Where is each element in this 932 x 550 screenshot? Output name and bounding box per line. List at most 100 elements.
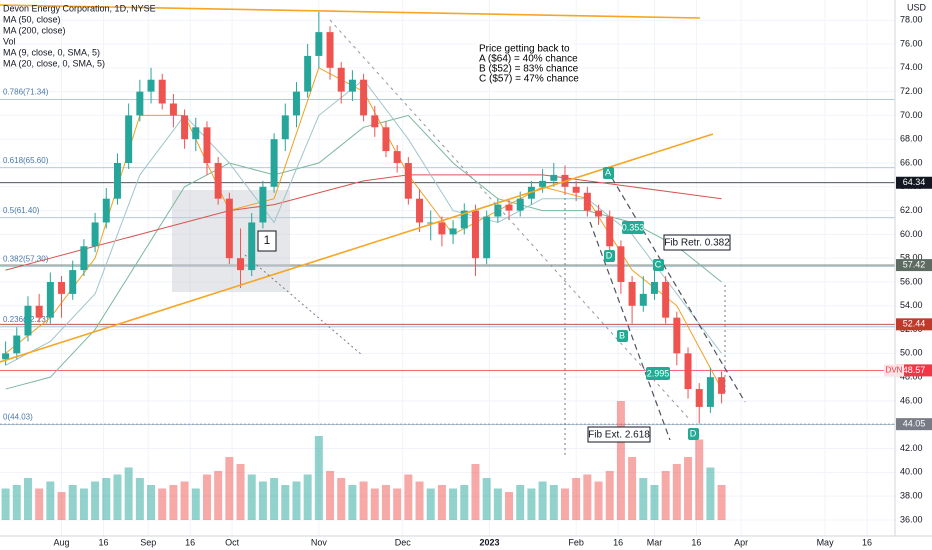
- symbol-label: DVN: [886, 365, 903, 374]
- candle-body: [46, 281, 54, 318]
- fib-ext-label: Fib Ext. 2.618: [588, 430, 650, 441]
- y-tick-label: 48.00: [900, 372, 923, 382]
- volume-bar: [393, 488, 402, 520]
- volume-bar: [1, 488, 10, 520]
- candle-body: [617, 246, 625, 282]
- price-tag-label: 52.44: [903, 319, 926, 329]
- volume-bar: [202, 474, 211, 520]
- candle-body: [628, 281, 636, 306]
- point-tag: [604, 250, 615, 262]
- volume-bar: [124, 467, 133, 520]
- ma-line: [5, 174, 722, 271]
- volume-bar: [493, 488, 502, 520]
- grid: [0, 0, 895, 536]
- x-tick-label: Oct: [225, 537, 240, 547]
- x-tick-label: Mar: [647, 537, 663, 547]
- y-tick-label: 38.00: [900, 491, 923, 501]
- y-tick-label: 66.00: [900, 157, 923, 167]
- candle-body: [639, 293, 647, 306]
- volume-bar: [214, 471, 223, 520]
- candle-body: [393, 151, 401, 164]
- volume-bar: [292, 481, 301, 520]
- volume-bar: [594, 481, 603, 520]
- candle-body: [13, 335, 21, 354]
- x-tick-label: 16: [185, 537, 195, 547]
- volume-bar: [695, 439, 704, 520]
- point-label: A: [605, 167, 611, 177]
- volume-bar: [46, 481, 55, 520]
- candle-body: [706, 377, 714, 407]
- y-tick-label: 74.00: [900, 62, 923, 72]
- candle-body: [494, 204, 502, 217]
- ratio-tag: [646, 367, 670, 380]
- y-tick-label: 46.00: [900, 395, 923, 405]
- ratio-label: 0.353: [622, 222, 645, 232]
- point-label: C: [655, 259, 662, 269]
- legend: Devon Energy Corporation, 1D, NYSE MA (5…: [3, 3, 156, 68]
- volume-bar: [326, 471, 335, 520]
- x-tick-label: May: [817, 537, 835, 547]
- ma-line: [5, 114, 722, 390]
- volume-bar: [706, 467, 715, 520]
- candle-body: [270, 139, 278, 187]
- volume-bar: [672, 464, 681, 520]
- x-tick-label: 2023: [479, 537, 499, 547]
- fib-label: 0.5(61.40): [3, 206, 40, 215]
- volume-bar: [381, 485, 390, 520]
- candle-body: [80, 246, 88, 271]
- point-tag: [653, 259, 664, 271]
- x-tick-label: Dec: [395, 537, 412, 547]
- legend-entry: MA (9, close, 0, SMA, 5): [3, 47, 100, 57]
- symbol-tag: [884, 364, 904, 377]
- candle-body: [505, 204, 513, 211]
- y-tick-label: 50.00: [900, 348, 923, 358]
- volume-bar: [370, 488, 379, 520]
- ratio-tag: [622, 221, 644, 234]
- volume-bar: [270, 478, 279, 520]
- candle-body: [371, 115, 379, 128]
- volume-bar: [549, 485, 558, 520]
- x-tick-label: Apr: [734, 537, 748, 547]
- volume-bar: [23, 478, 32, 520]
- point-label: B: [619, 330, 625, 340]
- candle-body: [259, 186, 267, 223]
- x-tick-label: 16: [98, 537, 108, 547]
- candle-body: [158, 79, 166, 104]
- channel-line: [589, 221, 671, 441]
- fib-label: 0.382(57.30): [3, 255, 49, 264]
- volume-bar: [605, 471, 614, 520]
- candle-body: [337, 67, 345, 92]
- candle-body: [438, 222, 446, 235]
- volume-bar: [348, 485, 357, 520]
- legend-entry: Vol: [3, 36, 16, 46]
- volume-bar: [426, 488, 435, 520]
- candle-body: [136, 91, 144, 116]
- candle-body: [606, 216, 614, 247]
- volume-bar: [91, 481, 100, 520]
- volume-bar: [102, 478, 111, 520]
- box-tag: [257, 230, 277, 252]
- volume-bar: [12, 485, 21, 520]
- y-tick-label: 78.00: [900, 15, 923, 25]
- volume-bar: [650, 485, 659, 520]
- x-tick-label: Sep: [140, 537, 156, 547]
- candle-body: [449, 228, 457, 235]
- volume-bar: [572, 478, 581, 520]
- note-line: C ($57) = 47% chance: [479, 74, 579, 85]
- candle-body: [404, 163, 412, 199]
- x-tick-label: 16: [691, 537, 701, 547]
- volume-bar: [359, 481, 368, 520]
- volume-bar: [337, 478, 346, 520]
- volume-bar: [639, 478, 648, 520]
- candle-body: [326, 32, 334, 68]
- volume-bar: [314, 436, 323, 520]
- y-tick-label: 36.00: [900, 514, 923, 524]
- y-tick-label: 54.00: [900, 300, 923, 310]
- candle-body: [650, 281, 658, 294]
- volume-bar: [471, 464, 480, 520]
- x-tick-label: Aug: [54, 537, 70, 547]
- candle-body: [237, 258, 245, 271]
- legend-entry: MA (50, close): [3, 14, 61, 24]
- y-tick-label: 68.00: [900, 134, 923, 144]
- price-tag: [896, 318, 932, 331]
